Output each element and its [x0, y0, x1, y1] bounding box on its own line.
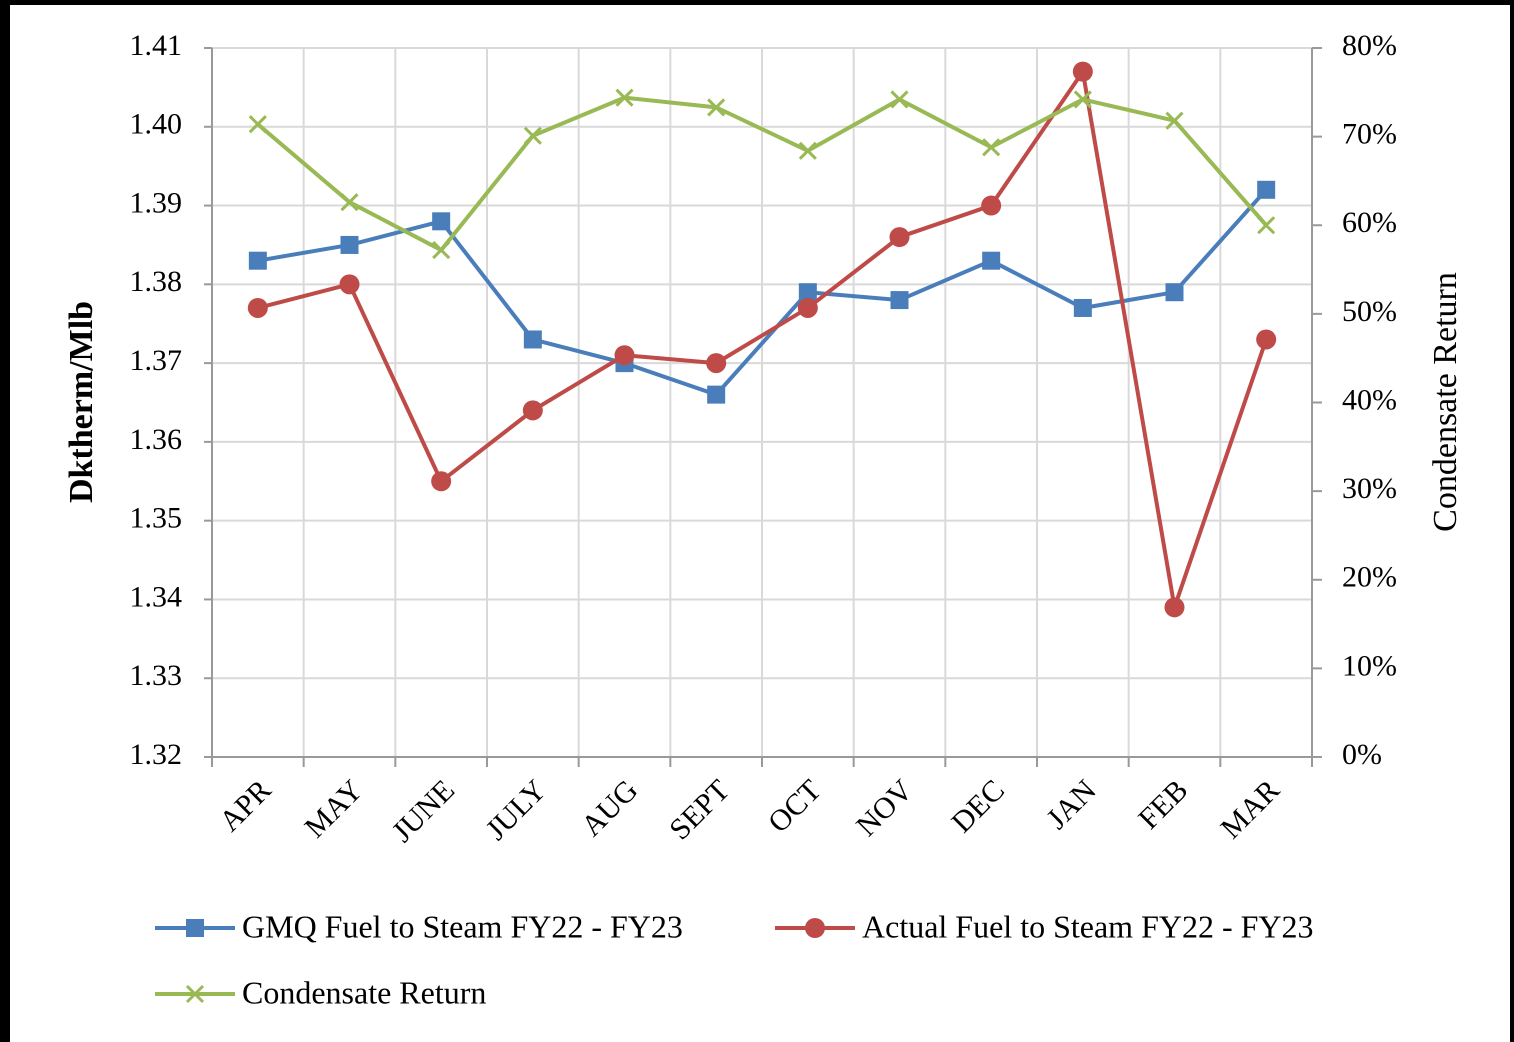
y-tick-label: 1.33 [130, 659, 183, 692]
y-tick-label: 1.41 [130, 29, 183, 62]
chart-background [10, 5, 1510, 1042]
marker-square [982, 251, 1001, 270]
marker-x [248, 115, 267, 134]
marker-circle [706, 353, 727, 374]
y2-axis-label: Condensate Return [1427, 272, 1464, 532]
series-line [257, 69, 1269, 610]
y-tick-label: 1.32 [130, 738, 183, 771]
y2-tick-label: 10% [1342, 649, 1397, 682]
marker-circle [1072, 61, 1093, 82]
marker-square [340, 235, 359, 254]
y-tick-label: 1.37 [130, 344, 183, 377]
legend-label: GMQ Fuel to Steam FY22 - FY23 [242, 908, 683, 944]
y-tick-label: 1.35 [130, 502, 183, 535]
marker-circle [339, 274, 360, 295]
marker-circle [431, 471, 452, 492]
series-line [257, 188, 1268, 397]
marker-x [615, 88, 634, 107]
marker-square [523, 330, 542, 349]
y2-tick-label: 30% [1342, 472, 1397, 505]
legend-label: Condensate Return [242, 974, 486, 1010]
marker-circle [797, 297, 818, 318]
marker-circle [1164, 597, 1185, 618]
y2-tick-label: 60% [1342, 206, 1397, 239]
y2-tick-label: 0% [1342, 738, 1382, 771]
marker-circle [614, 345, 635, 366]
marker-circle [522, 400, 543, 421]
marker-x [340, 193, 359, 212]
y-axis-label: Dktherm/Mlb [63, 301, 100, 503]
series-line [256, 95, 1268, 253]
y-tick-label: 1.39 [130, 186, 183, 219]
marker-square [186, 919, 204, 937]
marker-x [1073, 90, 1092, 109]
y-tick-label: 1.40 [130, 108, 183, 141]
y2-tick-label: 80% [1342, 29, 1397, 62]
marker-x [890, 90, 909, 109]
marker-square [1165, 283, 1184, 302]
marker-square [707, 385, 726, 404]
marker-circle [805, 918, 825, 938]
marker-square [798, 283, 817, 302]
y2-tick-label: 40% [1342, 383, 1397, 416]
marker-square [248, 251, 267, 270]
y2-tick-label: 70% [1342, 118, 1397, 151]
y-tick-label: 1.36 [130, 423, 183, 456]
y-tick-label: 1.38 [130, 265, 183, 298]
marker-x [523, 126, 542, 145]
marker-circle [1256, 329, 1277, 350]
legend-label: Actual Fuel to Steam FY22 - FY23 [862, 908, 1314, 944]
marker-square [1073, 298, 1092, 317]
marker-square [1257, 180, 1276, 199]
marker-x [432, 241, 451, 260]
marker-x [1257, 216, 1276, 235]
marker-square [890, 291, 909, 310]
marker-square [432, 212, 451, 231]
y2-tick-label: 50% [1342, 295, 1397, 328]
marker-x [707, 98, 726, 117]
marker-x [982, 138, 1001, 157]
marker-circle [247, 297, 268, 318]
marker-circle [981, 195, 1002, 216]
y-tick-label: 1.34 [130, 580, 183, 613]
marker-x [185, 984, 205, 1004]
marker-x [1165, 111, 1184, 130]
marker-circle [889, 227, 910, 248]
y2-tick-label: 20% [1342, 561, 1397, 594]
marker-x [798, 141, 817, 160]
